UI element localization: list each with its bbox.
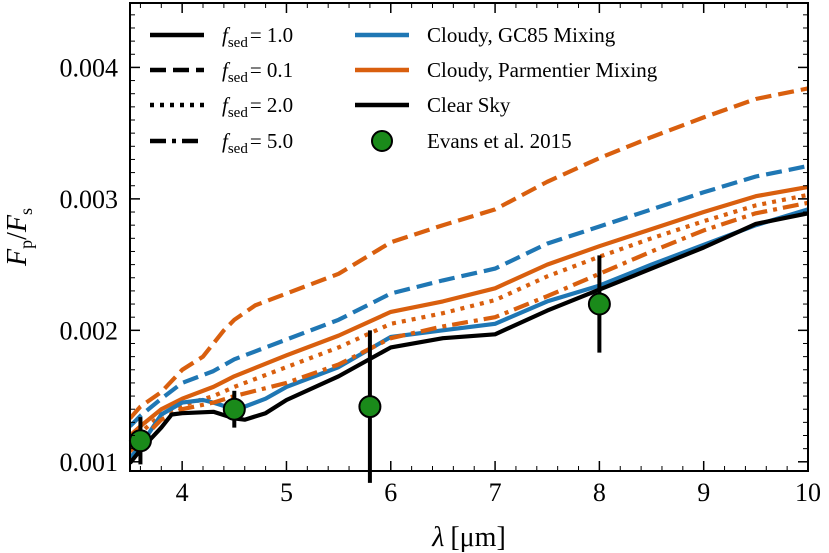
x-axis-label: λ [μm] <box>431 522 506 553</box>
y-tick-label: 0.004 <box>60 53 119 82</box>
legend-label-parmentier: Cloudy, Parmentier Mixing <box>427 58 658 82</box>
axis-ticks: 4 5 6 7 8 9 10 0.001 0.002 0.003 0.004 <box>60 3 821 507</box>
legend-label-gc85: Cloudy, GC85 Mixing <box>427 23 616 47</box>
x-tick-label: 7 <box>489 478 502 507</box>
legend-label-evans: Evans et al. 2015 <box>427 129 572 153</box>
legend-label-clear-sky: Clear Sky <box>427 93 511 117</box>
legend-label-fsed-1: fsed= 1.0 <box>222 23 293 51</box>
series-line-5 <box>130 200 808 453</box>
legend-marker-evans <box>371 130 393 152</box>
legend-linestyle-dashdot: fsed= 5.0 <box>150 129 293 157</box>
series-line-2 <box>130 184 808 438</box>
x-tick-label: 4 <box>176 478 189 507</box>
legend-label-fsed-0-1: fsed= 0.1 <box>222 58 293 86</box>
x-tick-label: 6 <box>384 478 397 507</box>
legend-label-fsed-2: fsed= 2.0 <box>222 93 293 121</box>
observation-point <box>587 292 611 316</box>
x-tick-label: 10 <box>795 478 821 507</box>
legend-linestyle-solid: fsed= 1.0 <box>150 23 293 51</box>
x-tick-label: 8 <box>593 478 606 507</box>
series-group <box>130 86 808 465</box>
legend-linestyle-dashed: fsed= 0.1 <box>150 58 293 86</box>
legend-entry-gc85: Cloudy, GC85 Mixing <box>355 23 616 47</box>
y-tick-label: 0.002 <box>60 316 119 345</box>
series-line-6 <box>130 211 808 465</box>
series-line-3 <box>130 192 808 444</box>
series-line-0 <box>130 86 808 420</box>
series-line-4 <box>130 207 808 460</box>
observation-point <box>358 395 382 419</box>
observation-point <box>222 397 246 421</box>
legend-entry-clear-sky: Clear Sky <box>355 93 511 117</box>
legend-label-fsed-5: fsed= 5.0 <box>222 129 293 157</box>
legend-entry-parmentier: Cloudy, Parmentier Mixing <box>355 58 658 82</box>
y-tick-label: 0.001 <box>60 448 119 477</box>
legend-linestyle-dotted: fsed= 2.0 <box>150 93 293 121</box>
y-tick-label: 0.003 <box>60 185 119 214</box>
series-line-1 <box>130 163 808 428</box>
legend-models: Cloudy, GC85 Mixing Cloudy, Parmentier M… <box>355 23 658 153</box>
observation-point <box>128 429 152 453</box>
legend-linestyles: fsed= 1.0 fsed= 0.1 fsed= 2.0 fsed= 5.0 <box>150 23 293 157</box>
plot-area <box>128 86 808 483</box>
y-axis-label: Fp/Fs <box>2 208 36 267</box>
legend-entry-evans: Evans et al. 2015 <box>371 129 572 153</box>
axes-frame <box>129 2 809 472</box>
x-tick-label: 5 <box>280 478 293 507</box>
x-tick-label: 9 <box>697 478 710 507</box>
